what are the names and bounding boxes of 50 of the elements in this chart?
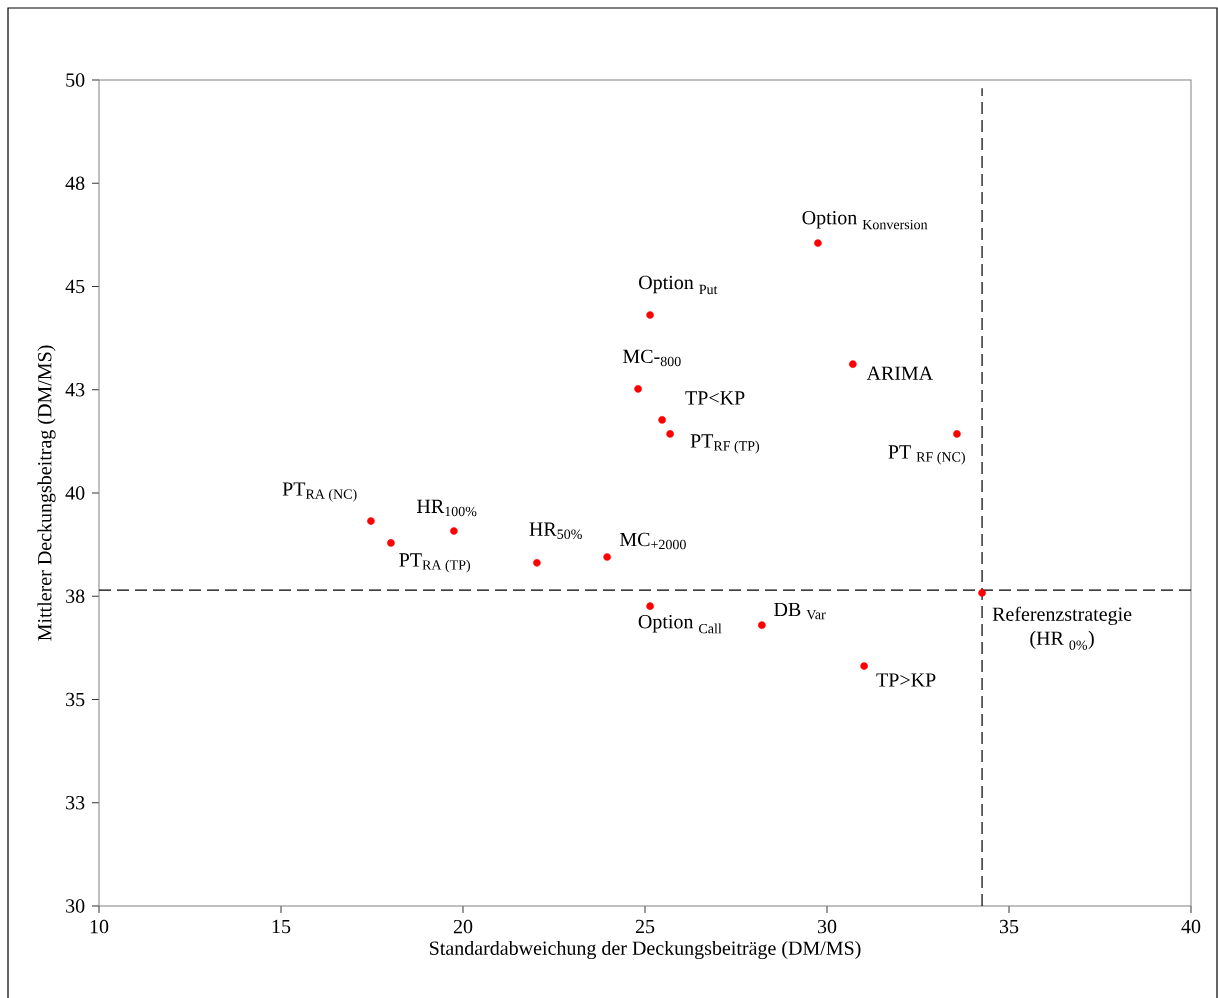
annotation: $\text{PT}_{\text{RA (NC)}}$ <box>282 482 357 502</box>
point <box>646 602 654 610</box>
x-tick-label: 30 <box>817 919 837 934</box>
point <box>849 360 857 368</box>
y-tick-label: 50 <box>66 73 85 87</box>
annotation: $\text{ARIMA}$ <box>866 366 934 380</box>
point <box>646 311 654 319</box>
point <box>758 621 766 629</box>
annotation: $\text{HR}_{\text{100\%}}$ <box>417 499 477 517</box>
y-axis-title: Mittlerer Deckungsbeitrag (DM/MS) <box>37 345 56 641</box>
x-tick-label: 15 <box>272 919 291 934</box>
annotation: $\text{TP>KP}$ <box>876 673 936 687</box>
y-tick-label: 35 <box>66 692 85 707</box>
x-tick-label: 40 <box>1181 919 1201 934</box>
point <box>978 589 986 597</box>
point <box>666 430 674 438</box>
x-tick-label: 20 <box>453 919 473 934</box>
point <box>658 416 666 424</box>
point <box>603 553 611 561</box>
point <box>953 430 961 438</box>
point <box>634 385 642 393</box>
x-tick-label: 25 <box>635 919 655 934</box>
point <box>533 558 541 567</box>
y-tick-label: 38 <box>66 589 85 603</box>
annotation: $\text{PT}_{\text{RA (TP)}}$ <box>399 553 471 573</box>
annotation: $\text{Option }_{\text{Konversion}}$ <box>802 210 928 230</box>
annotation: $\text{TP<KP}$ <box>685 391 745 405</box>
point <box>367 517 375 525</box>
annotation: $\text{Option }_{\text{Put}}$ <box>639 275 718 295</box>
annotation: $\text{MC}_{\text{+2000}}$ <box>619 532 686 550</box>
annotation: $\text{PT}_{\text{RF (TP)}}$ <box>690 434 760 454</box>
y-tick-label: 45 <box>65 279 85 294</box>
annotation: $\text{MC-}_{\text{800}}$ <box>623 349 681 367</box>
annotation: $\text{DB }_{\text{Var}}$ <box>774 602 826 620</box>
y-tick-label: 43 <box>65 383 85 397</box>
point <box>387 539 395 547</box>
annotation: $\text{HR}_{\text{50\%}}$ <box>529 522 582 539</box>
point <box>860 662 868 670</box>
y-tick-label: 30 <box>66 899 85 913</box>
annotation: $\begin{array}{c}\text{Referenzstrategie}\\ \text{(HR }_{\text{0\%}}\text{)}\end{array}$ <box>992 606 1132 650</box>
annotation: $\text{Option }_{\text{Call}}$ <box>638 614 722 634</box>
x-tick-label: 35 <box>999 919 1019 934</box>
x-axis-title: Standardabweichung der Deckungsbeiträge (DM/MS) <box>430 940 861 960</box>
y-tick-label: 40 <box>65 486 85 500</box>
point <box>450 527 458 535</box>
y-tick-label: 33 <box>66 796 85 810</box>
annotation: $\text{PT }_{\text{RF (NC)}}$ <box>888 445 965 465</box>
x-tick-label: 10 <box>90 919 109 934</box>
y-tick-label: 48 <box>65 176 85 190</box>
point <box>814 239 822 247</box>
